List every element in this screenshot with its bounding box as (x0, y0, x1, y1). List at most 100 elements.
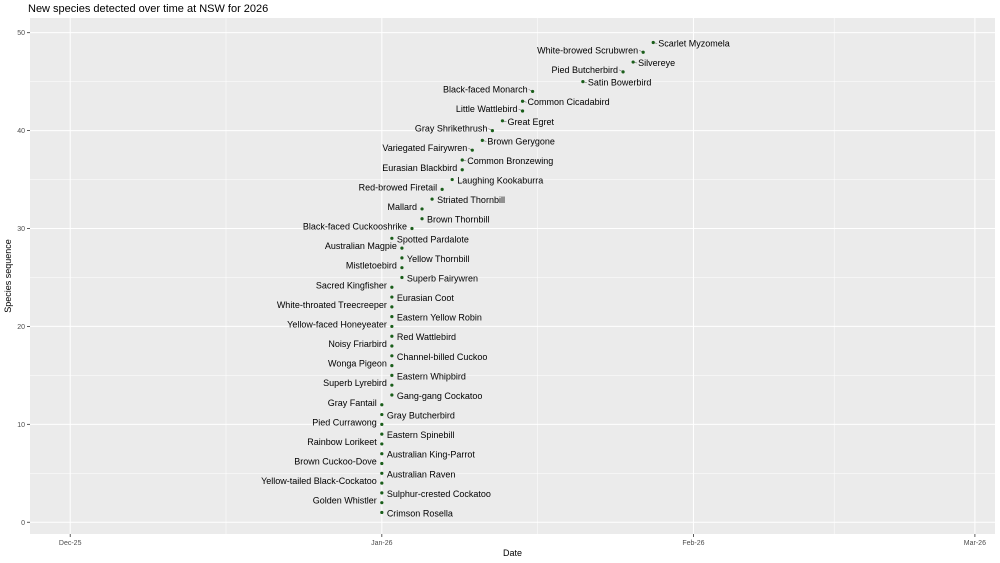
data-point (380, 501, 384, 505)
data-point (410, 226, 414, 231)
point-label: Australian Magpie (325, 241, 397, 251)
data-point (380, 452, 384, 456)
data-point (390, 285, 394, 289)
point-label: Common Bronzewing (467, 156, 553, 166)
point-label: White-browed Scrubwren (537, 45, 638, 55)
point-label: Australian King-Parrot (387, 450, 476, 460)
point-label: Eastern Whipbird (397, 371, 466, 381)
y-tick-label: 20 (17, 324, 25, 331)
data-point (631, 60, 635, 64)
point-label: Gray Butcherbird (387, 411, 455, 421)
point-label: Mistletoebird (346, 261, 397, 271)
data-point (380, 422, 384, 426)
data-point (390, 315, 394, 319)
point-label: Eastern Yellow Robin (397, 313, 482, 323)
point-label: Laughing Kookaburra (457, 176, 543, 186)
data-point (390, 344, 394, 348)
data-point (480, 138, 484, 142)
data-point (390, 334, 394, 338)
point-label: Sacred Kingfisher (316, 280, 387, 290)
point-label: Spotted Pardalote (397, 234, 469, 244)
data-point (390, 354, 394, 358)
data-point (651, 40, 655, 45)
point-label: Sulphur-crested Cockatoo (387, 489, 491, 499)
data-point (380, 432, 384, 436)
point-label: Pied Butcherbird (552, 65, 619, 75)
data-point (420, 217, 424, 221)
data-point (470, 148, 474, 152)
point-label: Common Cicadabird (528, 97, 610, 107)
data-point (460, 168, 464, 172)
point-label: Yellow-tailed Black-Cockatoo (261, 476, 377, 486)
point-label: Satin Bowerbird (588, 78, 652, 88)
point-label: Pied Currawong (312, 417, 377, 427)
point-label: Brown Gerygone (487, 136, 555, 146)
data-point (390, 324, 394, 329)
data-point (520, 99, 525, 103)
axis-ticks: 0 10 20 30 40 50 Dec-25 Jan-26 Feb-26 Mar-26 (17, 30, 986, 547)
point-labels: Crimson Rosella Golden Whistler Sulphur-cr… (261, 38, 730, 518)
y-tick-label: 30 (17, 226, 25, 233)
data-point (440, 187, 444, 191)
point-label: Eurasian Coot (397, 293, 455, 303)
x-tick-label: Dec-25 (59, 540, 82, 547)
data-point (380, 442, 384, 446)
point-label: Gang-gang Cockatoo (397, 391, 483, 401)
plot-panel (30, 18, 995, 534)
point-label: Brown Thornbill (427, 215, 489, 225)
data-point (390, 363, 394, 368)
data-point (380, 471, 384, 475)
point-label: Noisy Friarbird (328, 339, 387, 349)
point-label: Channel-billed Cuckoo (397, 352, 488, 362)
point-label: Golden Whistler (313, 496, 377, 506)
y-tick-label: 0 (21, 520, 25, 527)
chart-title: New species detected over time at NSW fo… (28, 3, 268, 15)
data-point (380, 510, 384, 515)
point-label: Yellow-faced Honeyeater (287, 319, 387, 329)
point-label: Silvereye (638, 58, 675, 68)
grid-lines (30, 18, 995, 534)
point-label: Crimson Rosella (387, 508, 453, 518)
data-point (380, 403, 384, 407)
point-label: Yellow Thornbill (407, 254, 470, 264)
data-point (531, 89, 535, 94)
point-label: Eastern Spinebill (387, 430, 455, 440)
point-label: Red Wattlebird (397, 332, 456, 342)
data-point (450, 177, 454, 182)
y-tick-label: 40 (17, 128, 25, 135)
point-label: Great Egret (507, 117, 554, 127)
x-tick-label: Jan-26 (371, 540, 393, 547)
data-point (380, 461, 384, 466)
data-point (400, 266, 404, 270)
data-point (581, 80, 585, 84)
point-label: Black-faced Cuckooshrike (303, 222, 407, 232)
x-tick-label: Mar-26 (964, 540, 986, 547)
data-point (390, 305, 394, 309)
data-point (490, 128, 494, 133)
data-point (430, 197, 434, 201)
point-label: Rainbow Lorikeet (307, 437, 377, 447)
point-label: Scarlet Myzomela (658, 38, 730, 48)
data-point (380, 491, 384, 495)
point-label: Superb Fairywren (407, 273, 478, 283)
data-point (420, 207, 424, 211)
y-tick-label: 10 (17, 422, 25, 429)
point-label: Mallard (388, 202, 418, 212)
data-points (380, 40, 655, 515)
data-point (500, 119, 505, 123)
data-point (520, 109, 525, 113)
data-point (621, 70, 625, 74)
data-point (390, 295, 394, 299)
point-label: Variegated Fairywren (382, 143, 467, 153)
data-point (390, 393, 394, 397)
point-label: Red-browed Firetail (359, 182, 438, 192)
point-label: Brown Cuckoo-Dove (294, 457, 377, 467)
point-label: Black-faced Monarch (443, 84, 528, 94)
data-point (390, 236, 394, 240)
data-point (460, 158, 464, 162)
x-tick-label: Feb-26 (682, 540, 704, 547)
data-point (641, 50, 645, 54)
data-point (400, 275, 404, 280)
